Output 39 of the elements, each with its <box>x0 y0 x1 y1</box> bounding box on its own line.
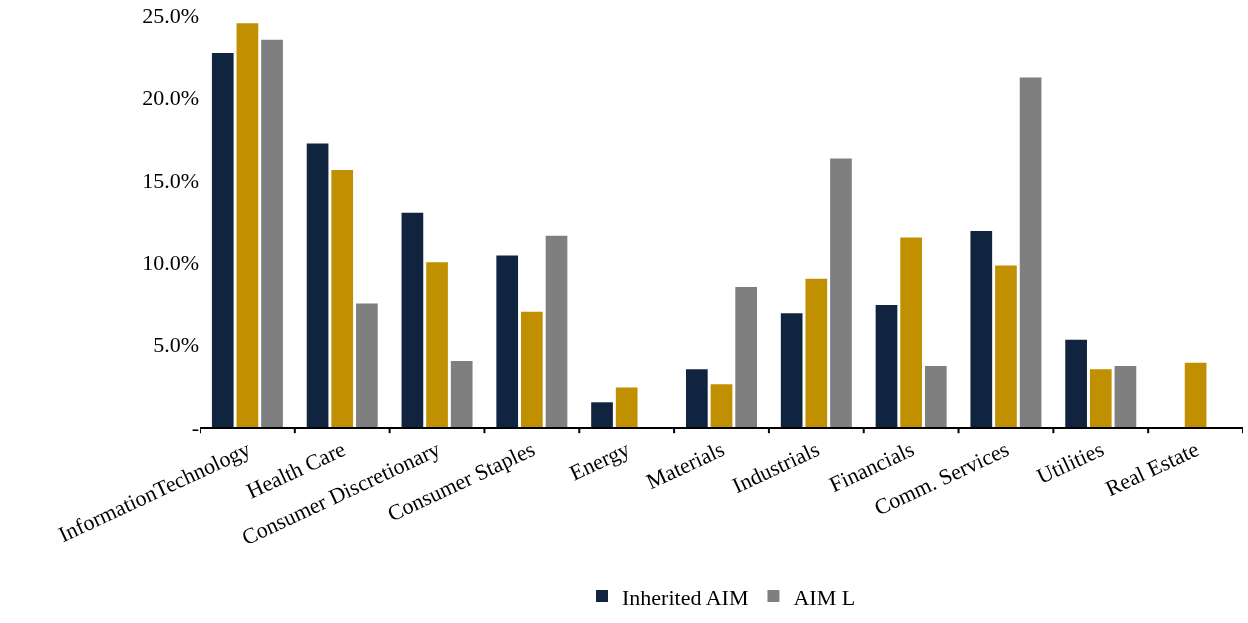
bar <box>261 39 283 427</box>
y-tick-label: 15.0% <box>142 167 199 193</box>
y-tick-label: 10.0% <box>142 249 199 275</box>
bar <box>900 237 922 427</box>
bar <box>331 169 354 427</box>
bar <box>356 303 378 427</box>
y-tick-label: 20.0% <box>142 85 199 111</box>
bar <box>1089 369 1112 427</box>
bar <box>1114 366 1137 427</box>
x-tick-label: Energy <box>565 436 634 486</box>
bar <box>236 23 259 427</box>
bar <box>545 235 568 427</box>
bar <box>450 361 473 427</box>
bar <box>780 313 803 427</box>
bar <box>211 52 234 427</box>
bar <box>1065 339 1087 427</box>
bar <box>686 369 708 427</box>
y-tick-label: - <box>191 414 199 440</box>
bar <box>970 230 993 427</box>
bar <box>521 311 543 427</box>
bar <box>426 262 448 427</box>
bar <box>591 402 613 427</box>
bar <box>995 265 1017 427</box>
bar <box>735 286 757 427</box>
bar <box>306 143 329 427</box>
bar <box>496 255 519 427</box>
legend-label: AIM L <box>793 584 856 610</box>
y-tick-label: 25.0% <box>142 2 199 28</box>
bar <box>875 305 898 427</box>
bar <box>924 366 947 427</box>
bar <box>401 212 424 427</box>
bar <box>1019 77 1042 427</box>
bar <box>1184 362 1207 427</box>
bar <box>615 387 638 427</box>
bar <box>805 278 828 427</box>
legend-label: Inherited AIM <box>622 584 749 610</box>
y-tick-label: 5.0% <box>153 332 199 358</box>
bar <box>710 384 733 427</box>
bar <box>830 158 852 427</box>
